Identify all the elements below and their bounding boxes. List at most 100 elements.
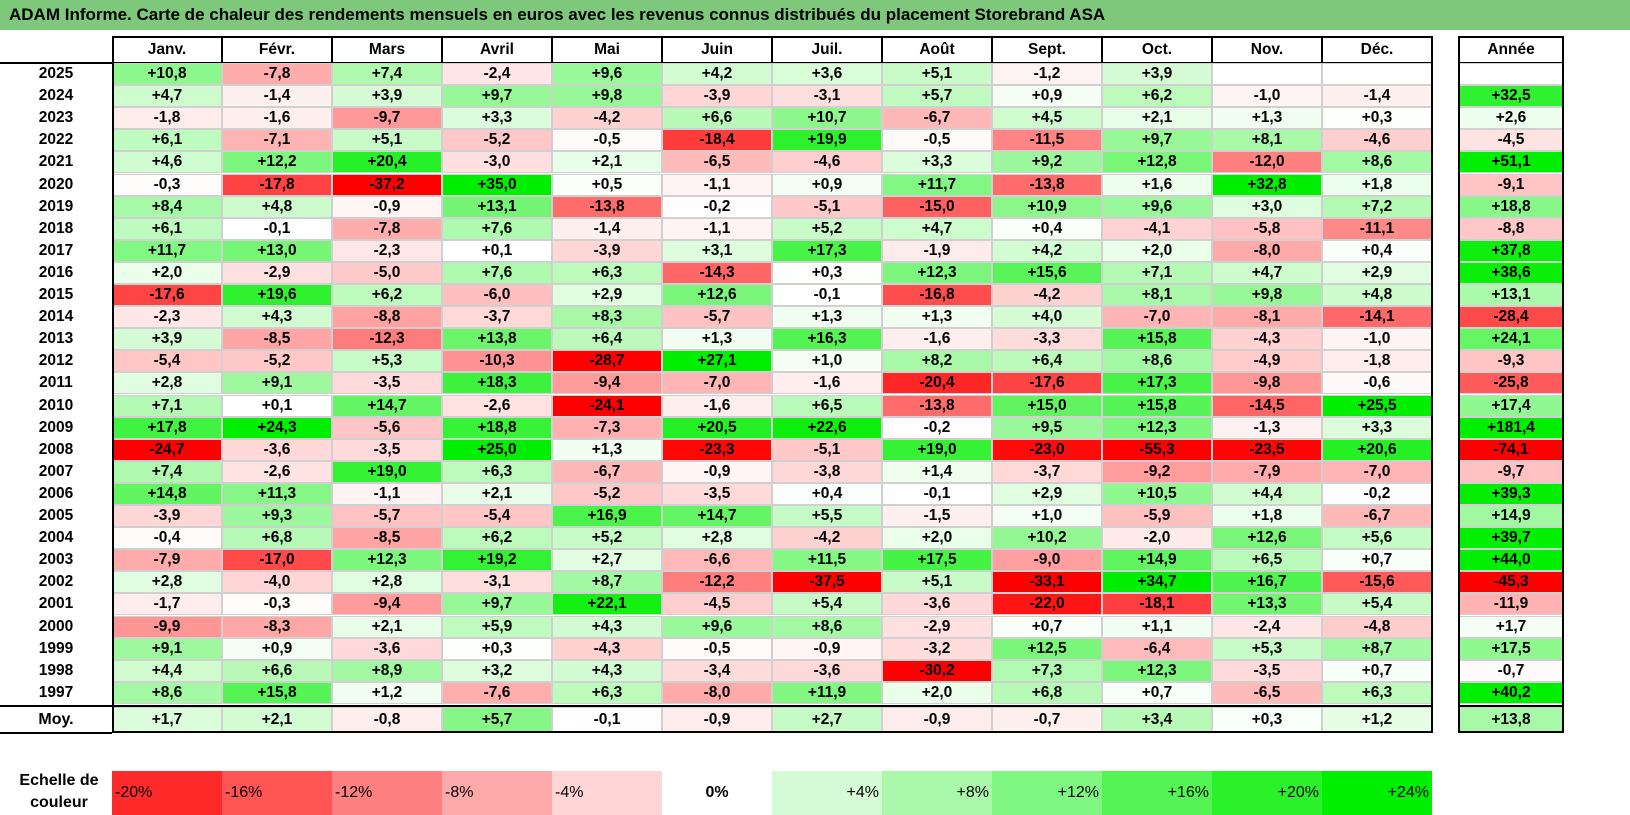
heatmap-cell: -6,7 [1322,505,1432,528]
divider-line [1458,705,1564,707]
heatmap-cell: -3,6 [332,637,442,660]
heatmap-cell: -24,7 [112,438,222,461]
color-scale-label: Echelle de couleur [19,772,99,811]
heatmap-cell: +2,7 [552,549,662,572]
heatmap-cell: -8,0 [1212,239,1322,262]
heatmap-cell: +25,0 [442,438,552,461]
heatmap-cell: +5,5 [772,505,882,528]
annual-cell: +38,6 [1458,261,1564,284]
heatmap-cell: +6,3 [442,460,552,483]
color-scale-swatch: +16% [1102,771,1212,815]
color-scale-swatch: -12% [332,771,442,815]
heatmap-cell: -2,3 [112,306,222,329]
year-label: 1998 [38,661,74,679]
heatmap-cell: +12,2 [222,151,332,174]
average-cell: +2,1 [222,707,332,732]
heatmap-cell: -0,9 [662,460,772,483]
heatmap-cell: +6,8 [992,681,1102,704]
month-header: Mars [332,36,442,63]
heatmap-cell: +3,9 [1102,63,1212,86]
heatmap-cell: +8,2 [882,350,992,373]
month-header: Août [882,36,992,63]
heatmap-cell: +6,1 [112,129,222,152]
divider-line [0,732,112,734]
heatmap-cell: +0,4 [772,482,882,505]
heatmap-cell: -7,8 [332,217,442,240]
heatmap-cell: -9,8 [1212,372,1322,395]
heatmap-cell: +4,6 [112,151,222,174]
heatmap-cell: +5,3 [332,350,442,373]
heatmap-cell: +1,0 [992,505,1102,528]
heatmap-cell: -8,1 [1212,306,1322,329]
color-scale-swatch: +8% [882,771,992,815]
heatmap-cell: -9,7 [332,107,442,130]
heatmap-cell: +14,8 [112,482,222,505]
heatmap-cell: -4,2 [992,284,1102,307]
heatmap-cell: +22,1 [552,593,662,616]
heatmap-cell: -23,3 [662,438,772,461]
heatmap-cell: +5,7 [882,85,992,108]
heatmap-cell: -6,6 [662,549,772,572]
annual-cell: +2,6 [1458,107,1564,130]
heatmap-cell: +0,7 [1322,549,1432,572]
color-scale-swatch: +12% [992,771,1102,815]
heatmap-cell: -2,0 [1102,527,1212,550]
heatmap-cell: +22,6 [772,416,882,439]
annual-cell: +24,1 [1458,328,1564,351]
heatmap-cell: -4,5 [662,593,772,616]
heatmap-cell: +6,5 [772,394,882,417]
heatmap-cell: +12,8 [1102,151,1212,174]
heatmap-cell: -3,5 [662,482,772,505]
heatmap-cell: -13,8 [552,195,662,218]
heatmap-cell: +7,4 [332,63,442,86]
heatmap-cell: -1,2 [992,63,1102,86]
heatmap-cell: +3,6 [772,63,882,86]
heatmap-cell: +2,9 [552,284,662,307]
heatmap-cell: -3,0 [442,151,552,174]
heatmap-cell: -3,6 [772,659,882,682]
annual-cell: -9,7 [1458,460,1564,483]
heatmap-cell: +13,3 [1212,593,1322,616]
heatmap-cell: -23,5 [1212,438,1322,461]
heatmap-cell: +7,6 [442,217,552,240]
year-label: 1999 [38,639,74,657]
heatmap-cell: +15,6 [992,261,1102,284]
heatmap-cell: +4,3 [222,306,332,329]
heatmap-cell: +5,4 [772,593,882,616]
year-label: 2020 [38,175,74,193]
average-cell: -0,8 [332,707,442,732]
heatmap-cell: -4,9 [1212,350,1322,373]
heatmap-cell: -7,0 [662,372,772,395]
heatmap-cell: -0,3 [222,593,332,616]
heatmap-cell: +8,1 [1102,284,1212,307]
heatmap-cell: -1,6 [772,372,882,395]
heatmap-cell: -4,6 [1322,129,1432,152]
heatmap-cell: -37,5 [772,571,882,594]
heatmap-cell: +9,8 [552,85,662,108]
heatmap-cell: -3,9 [552,239,662,262]
annual-cell: +51,1 [1458,151,1564,174]
heatmap-cell: -5,4 [442,505,552,528]
heatmap-cell: +12,3 [882,261,992,284]
heatmap-cell: +0,9 [772,173,882,196]
heatmap-cell: +8,6 [1322,151,1432,174]
heatmap-cell: +3,9 [112,328,222,351]
heatmap-cell: +1,0 [772,350,882,373]
heatmap-cell: -6,0 [442,284,552,307]
average-cell: +1,7 [112,707,222,732]
heatmap-cell: +7,6 [442,261,552,284]
heatmap-cell: +6,3 [552,681,662,704]
heatmap-cell: -9,4 [332,593,442,616]
heatmap-cell: -30,2 [882,659,992,682]
heatmap-cell: -0,9 [772,637,882,660]
average-cell: +3,4 [1102,707,1212,732]
heatmap-cell: +24,3 [222,416,332,439]
heatmap-cell: +11,7 [882,173,992,196]
heatmap-cell: -1,0 [1322,328,1432,351]
heatmap-cell: +5,9 [442,615,552,638]
heatmap-cell: -0,2 [662,195,772,218]
heatmap-cell: +11,7 [112,239,222,262]
heatmap-cell: -0,4 [112,527,222,550]
heatmap-cell: -0,1 [772,284,882,307]
heatmap-cell: +7,2 [1322,195,1432,218]
